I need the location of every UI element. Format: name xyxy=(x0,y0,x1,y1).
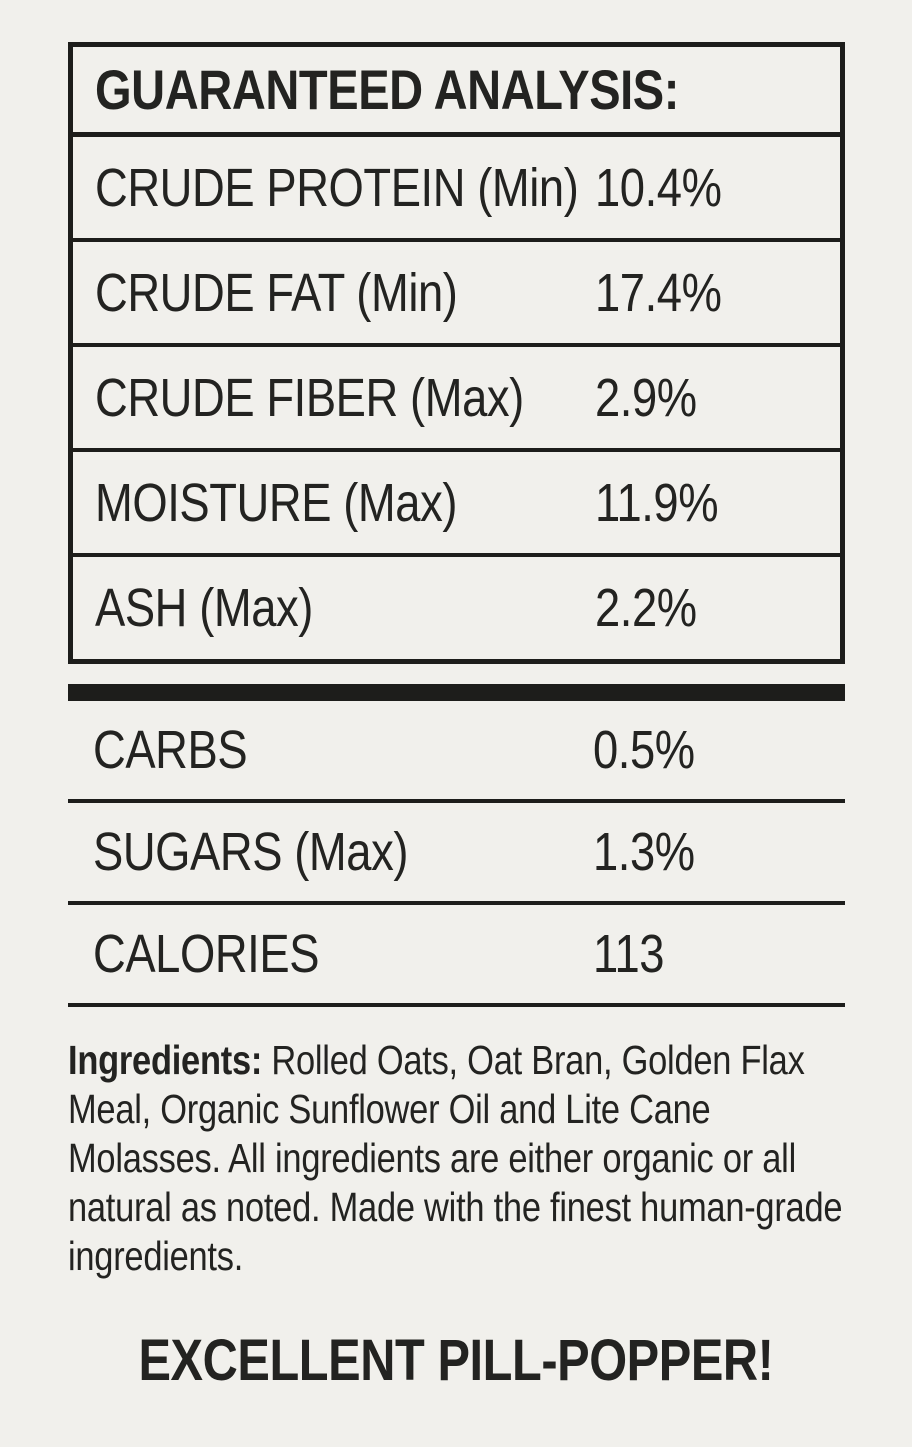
row-value: 2.9% xyxy=(595,367,697,428)
row-label: CRUDE FIBER (Max) xyxy=(95,367,524,428)
divider-bar xyxy=(68,684,845,701)
table-row: CALORIES 113 xyxy=(68,905,845,1007)
product-label: GUARANTEED ANALYSIS: CRUDE PROTEIN (Min)… xyxy=(0,42,912,1447)
table-row: CRUDE FAT (Min) 17.4% xyxy=(73,242,840,347)
row-value: 2.2% xyxy=(595,578,697,638)
table-row: CRUDE PROTEIN (Min) 10.4% xyxy=(73,137,840,242)
tagline-text: EXCELLENT PILL-POPPER! xyxy=(138,1328,774,1393)
row-label: SUGARS (Max) xyxy=(93,822,409,882)
row-value: 10.4% xyxy=(595,157,722,218)
ingredients-paragraph: Ingredients: Rolled Oats, Oat Bran, Gold… xyxy=(68,1036,845,1281)
table-row: CARBS 0.5% xyxy=(68,701,845,803)
row-value: 11.9% xyxy=(595,472,719,533)
table-row: MOISTURE (Max) 11.9% xyxy=(73,452,840,557)
guaranteed-analysis-header: GUARANTEED ANALYSIS: xyxy=(73,47,840,137)
row-value: 17.4% xyxy=(595,262,722,323)
row-label: CRUDE PROTEIN (Min) xyxy=(95,157,579,218)
row-label: CRUDE FAT (Min) xyxy=(95,262,458,323)
tagline: EXCELLENT PILL-POPPER! xyxy=(0,1327,912,1394)
guaranteed-analysis-title: GUARANTEED ANALYSIS: xyxy=(95,58,680,121)
row-value: 0.5% xyxy=(593,720,695,780)
guaranteed-analysis-table: GUARANTEED ANALYSIS: CRUDE PROTEIN (Min)… xyxy=(68,42,845,664)
row-label: CALORIES xyxy=(93,924,320,984)
table-row: ASH (Max) 2.2% xyxy=(73,557,840,659)
row-label: ASH (Max) xyxy=(95,578,313,638)
row-label: MOISTURE (Max) xyxy=(95,472,458,533)
ingredients-label: Ingredients: xyxy=(68,1037,263,1083)
row-value: 113 xyxy=(593,924,665,984)
row-label: CARBS xyxy=(93,720,248,780)
table-row: SUGARS (Max) 1.3% xyxy=(68,803,845,905)
table-row: CRUDE FIBER (Max) 2.9% xyxy=(73,347,840,452)
row-value: 1.3% xyxy=(593,822,695,882)
additional-analysis-table: CARBS 0.5% SUGARS (Max) 1.3% CALORIES 11… xyxy=(68,701,845,1007)
ingredients-text: Rolled Oats, Oat Bran, Golden Flax Meal,… xyxy=(68,1037,843,1279)
